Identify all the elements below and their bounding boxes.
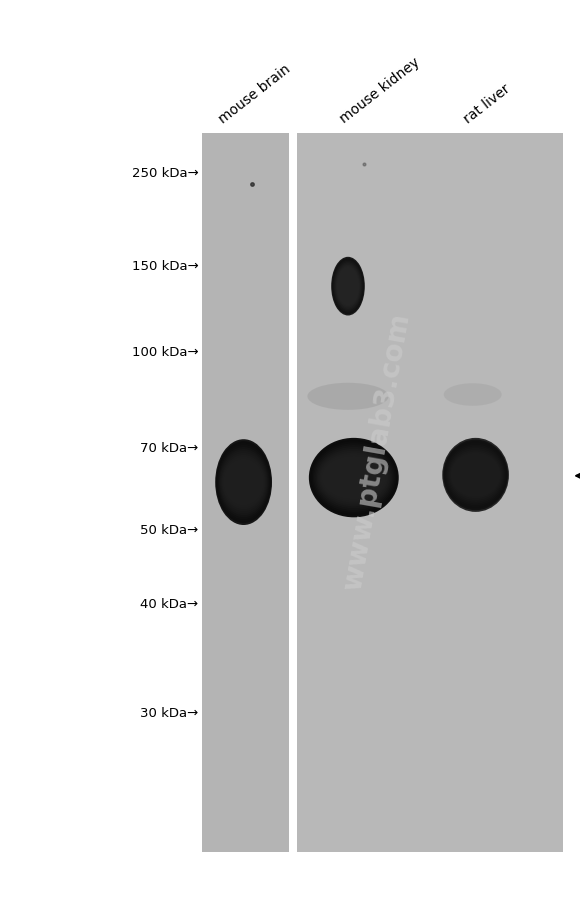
Ellipse shape bbox=[311, 442, 396, 514]
Text: 250 kDa→: 250 kDa→ bbox=[132, 167, 198, 179]
Ellipse shape bbox=[313, 444, 395, 512]
Ellipse shape bbox=[448, 448, 503, 502]
Ellipse shape bbox=[442, 438, 509, 512]
Ellipse shape bbox=[309, 438, 399, 518]
Ellipse shape bbox=[219, 449, 268, 516]
Text: 50 kDa→: 50 kDa→ bbox=[140, 524, 198, 537]
Ellipse shape bbox=[332, 259, 364, 315]
Text: mouse kidney: mouse kidney bbox=[337, 56, 422, 126]
Ellipse shape bbox=[444, 383, 502, 406]
Ellipse shape bbox=[223, 459, 264, 506]
Ellipse shape bbox=[445, 444, 506, 507]
Ellipse shape bbox=[450, 452, 501, 499]
Ellipse shape bbox=[219, 447, 269, 518]
Ellipse shape bbox=[322, 456, 386, 500]
Ellipse shape bbox=[336, 267, 360, 307]
Ellipse shape bbox=[317, 449, 391, 507]
Text: www.ptglab3.com: www.ptglab3.com bbox=[338, 310, 415, 592]
Ellipse shape bbox=[320, 453, 388, 503]
Text: 70 kDa→: 70 kDa→ bbox=[140, 442, 198, 455]
Text: 150 kDa→: 150 kDa→ bbox=[132, 260, 198, 272]
Ellipse shape bbox=[449, 450, 502, 501]
Ellipse shape bbox=[334, 262, 362, 311]
Text: 30 kDa→: 30 kDa→ bbox=[140, 706, 198, 719]
Ellipse shape bbox=[336, 265, 360, 308]
Ellipse shape bbox=[334, 262, 362, 312]
Ellipse shape bbox=[443, 440, 508, 511]
Ellipse shape bbox=[217, 444, 270, 521]
Ellipse shape bbox=[337, 268, 359, 306]
Ellipse shape bbox=[452, 456, 499, 495]
Bar bbox=[202, 133, 289, 852]
Text: rat liver: rat liver bbox=[461, 82, 513, 126]
Ellipse shape bbox=[307, 383, 389, 410]
Ellipse shape bbox=[316, 447, 392, 509]
Ellipse shape bbox=[444, 442, 507, 509]
Ellipse shape bbox=[314, 446, 393, 511]
Text: 100 kDa→: 100 kDa→ bbox=[132, 345, 198, 358]
Ellipse shape bbox=[447, 446, 504, 504]
Text: mouse brain: mouse brain bbox=[216, 62, 293, 126]
Ellipse shape bbox=[321, 455, 387, 502]
Ellipse shape bbox=[331, 258, 365, 317]
Ellipse shape bbox=[221, 454, 266, 511]
Ellipse shape bbox=[216, 442, 271, 523]
Ellipse shape bbox=[220, 452, 267, 513]
Ellipse shape bbox=[333, 260, 363, 314]
Ellipse shape bbox=[446, 446, 505, 505]
Bar bbox=[297, 133, 563, 852]
Ellipse shape bbox=[222, 456, 266, 510]
Ellipse shape bbox=[223, 457, 264, 508]
Ellipse shape bbox=[335, 264, 361, 309]
Ellipse shape bbox=[451, 454, 500, 497]
Text: 40 kDa→: 40 kDa→ bbox=[140, 597, 198, 610]
Ellipse shape bbox=[218, 446, 270, 520]
Ellipse shape bbox=[318, 451, 390, 505]
Ellipse shape bbox=[215, 440, 272, 525]
Ellipse shape bbox=[310, 440, 397, 516]
